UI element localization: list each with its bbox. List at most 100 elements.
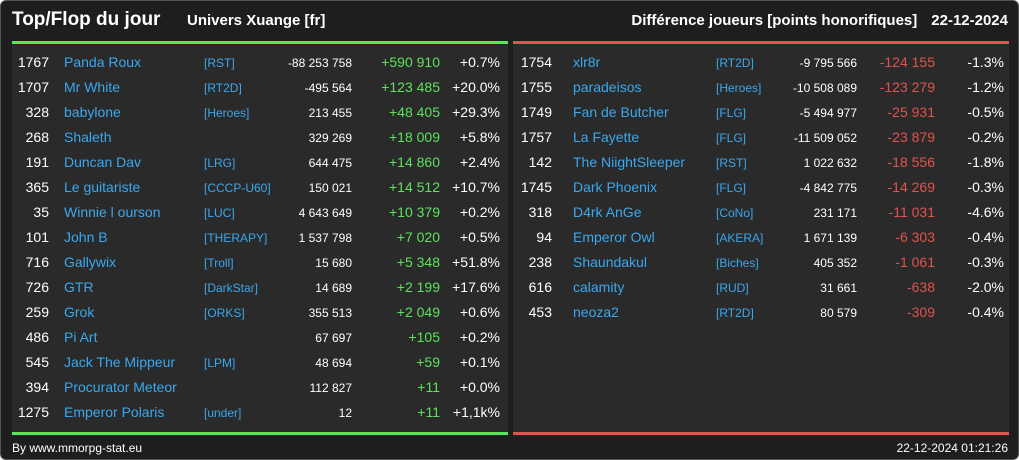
player-rank: 1757 (520, 129, 552, 145)
percent-change: +0.6% (459, 304, 500, 320)
alliance-tag-link[interactable]: [RT2D] (716, 306, 754, 320)
points-difference: +14 512 (389, 179, 440, 195)
player-name-link[interactable]: Shaleth (64, 129, 112, 145)
player-name-link[interactable]: Gallywix (64, 254, 117, 270)
player-points: 644 475 (308, 156, 352, 170)
percent-change: +0.2% (459, 329, 500, 345)
alliance-tag-link[interactable]: [RT2D] (716, 56, 754, 70)
alliance-tag-link[interactable]: [AKERA] (716, 231, 764, 245)
player-name-link[interactable]: Emperor Polaris (64, 404, 165, 420)
points-difference: +123 485 (381, 79, 440, 95)
player-name-link[interactable]: Shaundakul (573, 254, 647, 270)
player-name-link[interactable]: D4rk AnGe (573, 204, 642, 220)
alliance-tag-link[interactable]: [Heroes] (716, 81, 762, 95)
table-row: 365 Le guitariste [CCCP-U60] 150 021 +14 512… (12, 175, 508, 200)
player-points: 14 689 (315, 281, 352, 295)
alliance-tag-link[interactable]: [RUD] (716, 281, 749, 295)
player-points: -9 795 566 (799, 56, 857, 70)
alliance-tag-link[interactable]: [DarkStar] (204, 281, 259, 295)
footer-timestamp: 22-12-2024 01:21:26 (896, 441, 1008, 455)
alliance-tag-link[interactable]: [RST] (204, 56, 235, 70)
player-name-link[interactable]: Duncan Dav (64, 154, 142, 170)
player-name-link[interactable]: Panda Roux (64, 54, 142, 70)
alliance-tag-link[interactable]: [LPM] (204, 356, 236, 370)
points-difference: -25 931 (887, 104, 935, 120)
player-points: 1 537 798 (298, 231, 352, 245)
player-name-link[interactable]: neoza2 (573, 304, 619, 320)
player-name-link[interactable]: Jack The Mippeur (64, 354, 176, 370)
player-points: 231 171 (813, 206, 857, 220)
player-name-link[interactable]: Le guitariste (64, 179, 141, 195)
table-row: 142 The NiightSleeper [RST] 1 022 632 -18 55… (513, 150, 1009, 175)
table-row: 259 Grok [ORKS] 355 513 +2 049 +0.6% (12, 300, 508, 325)
alliance-tag-link[interactable]: [THERAPY] (204, 231, 268, 245)
page-title: Top/Flop du jour (12, 9, 161, 30)
alliance-tag-link[interactable]: [FLG] (716, 131, 747, 145)
alliance-tag-link[interactable]: [CCCP-U60] (204, 181, 271, 195)
percent-change: +0.5% (459, 229, 500, 245)
player-name-link[interactable]: La Fayette (573, 129, 640, 145)
alliance-tag-link[interactable]: [RT2D] (204, 81, 242, 95)
player-name-link[interactable]: Procurator Meteor (64, 379, 177, 395)
player-name-link[interactable]: Winnie l ourson (64, 204, 161, 220)
player-name-link[interactable]: GTR (64, 279, 94, 295)
player-name-link[interactable]: paradeisos (573, 79, 642, 95)
table-row: 318 D4rk AnGe [CoNo] 231 171 -11 031 -4.6% (513, 200, 1009, 225)
alliance-tag-link[interactable]: [LRG] (204, 156, 236, 170)
player-rank: 1275 (17, 404, 49, 420)
player-points: 213 455 (308, 106, 352, 120)
points-difference: +11 (417, 404, 440, 420)
table-row: 238 Shaundakul [Biches] 405 352 -1 061 -0.3% (513, 250, 1009, 275)
player-rank: 486 (25, 329, 49, 345)
player-name-link[interactable]: Pi Art (64, 329, 98, 345)
points-difference: +105 (408, 329, 440, 345)
player-name-link[interactable]: xlr8r (573, 54, 601, 70)
player-name-link[interactable]: The NiightSleeper (573, 154, 686, 170)
table-row: 191 Duncan Dav [LRG] 644 475 +14 860 +2.4% (12, 150, 508, 175)
player-name-link[interactable]: babylone (64, 104, 121, 120)
alliance-tag-link[interactable]: [CoNo] (716, 206, 754, 220)
player-rank: 1707 (17, 79, 49, 95)
alliance-tag-link[interactable]: [Troll] (204, 256, 234, 270)
alliance-tag-link[interactable]: [FLG] (716, 181, 747, 195)
points-difference: +10 379 (389, 204, 440, 220)
player-name-link[interactable]: Mr White (64, 79, 120, 95)
alliance-tag-link[interactable]: [LUC] (204, 206, 235, 220)
player-points: 12 (338, 406, 352, 420)
player-name-link[interactable]: Grok (64, 304, 95, 320)
player-rank: 1749 (520, 104, 552, 120)
points-difference: -23 879 (887, 129, 935, 145)
percent-change: +17.6% (452, 279, 500, 295)
alliance-tag-link[interactable]: [under] (204, 406, 242, 420)
percent-change: +0.0% (459, 379, 500, 395)
percent-change: -0.3% (967, 254, 1004, 270)
alliance-tag-link[interactable]: [FLG] (716, 106, 747, 120)
percent-change: +0.2% (459, 204, 500, 220)
player-points: 80 579 (820, 306, 857, 320)
points-difference: -6 303 (895, 229, 935, 245)
player-rank: 101 (25, 229, 49, 245)
alliance-tag-link[interactable]: [Biches] (716, 256, 759, 270)
percent-change: +10.7% (452, 179, 500, 195)
player-name-link[interactable]: Dark Phoenix (573, 179, 658, 195)
player-rank: 268 (25, 129, 49, 145)
player-name-link[interactable]: Fan de Butcher (573, 104, 669, 120)
table-row: 545 Jack The Mippeur [LPM] 48 694 +59 +0.1% (12, 350, 508, 375)
points-difference: -1 061 (895, 254, 935, 270)
percent-change: -0.5% (967, 104, 1004, 120)
player-points: -4 842 775 (799, 181, 857, 195)
player-name-link[interactable]: calamity (573, 279, 625, 295)
player-rank: 1755 (520, 79, 552, 95)
alliance-tag-link[interactable]: [Heroes] (204, 106, 250, 120)
player-name-link[interactable]: John B (64, 229, 108, 245)
player-points: 405 352 (813, 256, 857, 270)
player-points: 4 643 649 (298, 206, 352, 220)
player-rank: 394 (25, 379, 49, 395)
player-name-link[interactable]: Emperor Owl (573, 229, 655, 245)
alliance-tag-link[interactable]: [ORKS] (204, 306, 245, 320)
points-difference: -14 269 (887, 179, 935, 195)
points-difference: -309 (906, 304, 935, 320)
player-rank: 545 (25, 354, 49, 370)
alliance-tag-link[interactable]: [RST] (716, 156, 747, 170)
